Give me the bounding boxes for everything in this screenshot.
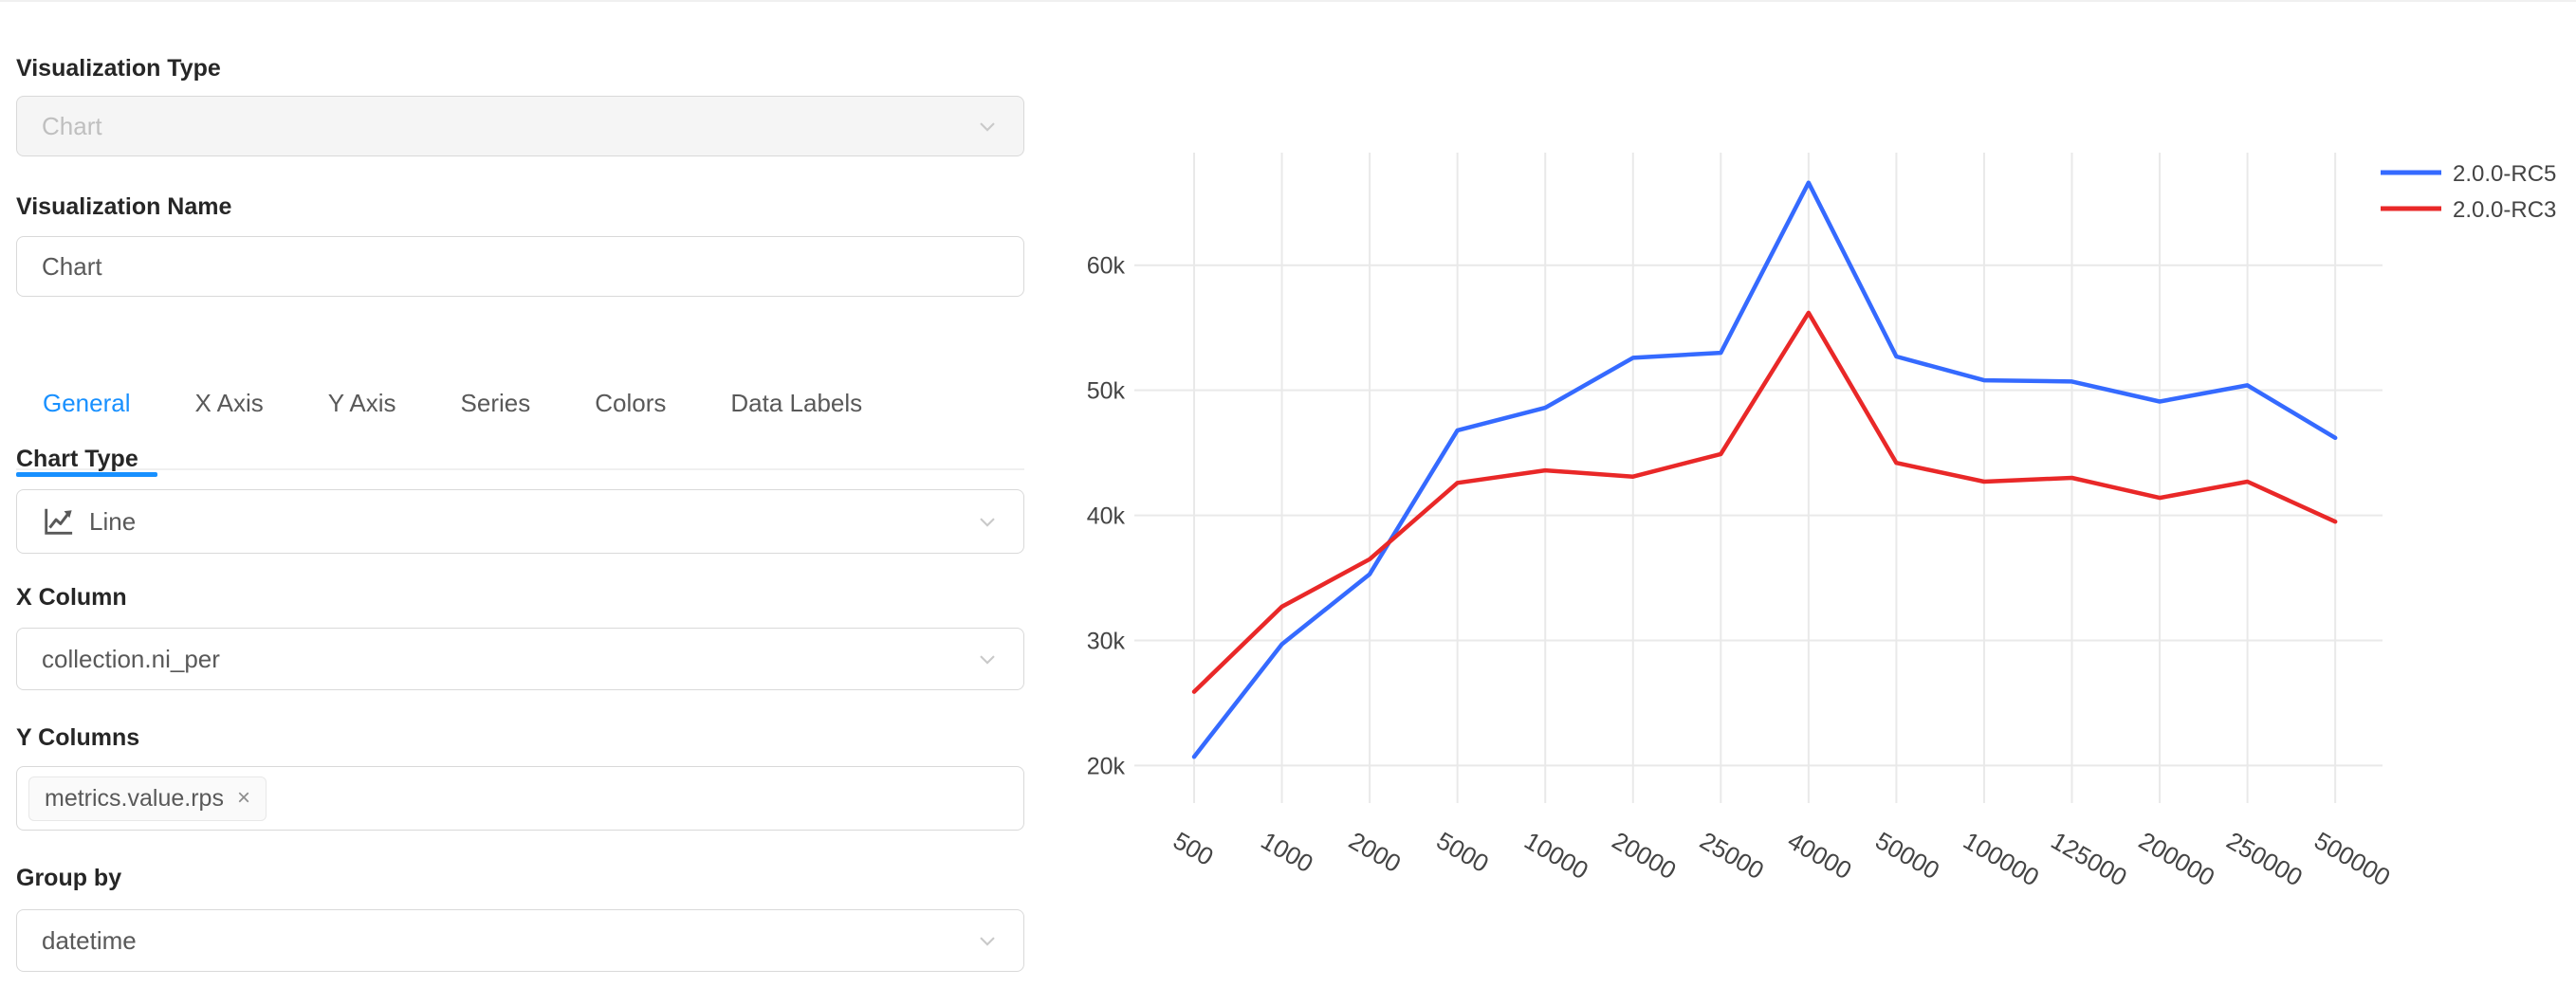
tab-colors-label: Colors (595, 388, 667, 417)
visualization-type-select[interactable]: Chart (16, 96, 1024, 156)
x-axis-tick-labels: 500 1000 2000 5000 10000 20000 25000 40000 50000… (1168, 826, 2395, 891)
x-tick-label: 1000 (1257, 826, 1318, 878)
tab-colors[interactable]: Colors (568, 344, 692, 475)
legend-label: 2.0.0-RC3 (2453, 197, 2556, 223)
tab-y-axis[interactable]: Y Axis (302, 344, 423, 475)
legend-label: 2.0.0-RC5 (2453, 161, 2556, 187)
tab-general-label: General (43, 388, 131, 417)
tab-data-labels[interactable]: Data Labels (704, 344, 889, 475)
y-columns-label: Y Columns (16, 724, 140, 751)
editor-tabs: General X Axis Y Axis Series Colors Data… (16, 351, 1024, 477)
tab-y-axis-label: Y Axis (327, 388, 396, 417)
series-line-2-0-0-rc5 (1191, 180, 2338, 759)
x-tick-label: 20000 (1608, 826, 1682, 885)
x-tick-label: 500 (1168, 826, 1219, 871)
y-columns-multiselect[interactable]: metrics.value.rps × (16, 766, 1024, 831)
x-column-label: X Column (16, 584, 127, 611)
visualization-name-label: Visualization Name (16, 193, 232, 220)
chart-type-value: Line (89, 506, 137, 536)
tab-series-label: Series (460, 388, 531, 417)
remove-tag-icon[interactable]: × (236, 785, 250, 811)
legend-item[interactable]: 2.0.0-RC3 (2381, 197, 2556, 223)
series-line-2-0-0-rc3 (1191, 310, 2338, 694)
chevron-down-icon (974, 646, 1001, 672)
chevron-down-icon (974, 927, 1001, 954)
x-column-value: collection.ni_per (42, 644, 220, 673)
y-tick-label: 60k (1087, 253, 1126, 280)
x-tick-label: 250000 (2222, 826, 2308, 891)
chevron-down-icon (974, 508, 1001, 535)
x-tick-label: 5000 (1432, 826, 1494, 878)
active-tab-indicator (16, 472, 157, 477)
tab-data-labels-label: Data Labels (730, 388, 863, 417)
x-column-select[interactable]: collection.ni_per (16, 628, 1024, 690)
tab-series[interactable]: Series (434, 344, 558, 475)
x-tick-label: 40000 (1783, 826, 1857, 885)
chart-plot-area[interactable] (1191, 180, 2338, 759)
group-by-label: Group by (16, 865, 122, 891)
x-tick-label: 50000 (1870, 826, 1944, 885)
x-tick-label: 500000 (2309, 826, 2395, 891)
line-chart-icon (42, 505, 74, 538)
x-tick-label: 25000 (1695, 826, 1769, 885)
chart-legend: 2.0.0-RC5 2.0.0-RC3 (2381, 161, 2556, 223)
visualization-type-label: Visualization Type (16, 55, 221, 82)
tab-general[interactable]: General (16, 344, 157, 477)
y-tick-label: 50k (1087, 378, 1126, 405)
y-column-tag-value: metrics.value.rps (45, 784, 224, 812)
group-by-select[interactable]: datetime (16, 909, 1024, 972)
tab-x-axis-label: X Axis (194, 388, 264, 417)
y-column-tag[interactable]: metrics.value.rps × (28, 776, 267, 821)
legend-item[interactable]: 2.0.0-RC5 (2381, 161, 2556, 187)
y-tick-label: 20k (1087, 753, 1126, 779)
chart-type-select[interactable]: Line (16, 489, 1024, 554)
visualization-type-value: Chart (42, 111, 102, 140)
x-tick-label: 100000 (1959, 826, 2044, 891)
y-tick-label: 30k (1087, 629, 1126, 655)
tab-x-axis[interactable]: X Axis (169, 344, 290, 475)
group-by-value: datetime (42, 925, 137, 955)
visualization-name-input[interactable] (16, 236, 1024, 297)
x-tick-label: 2000 (1344, 826, 1406, 878)
x-tick-label: 125000 (2047, 826, 2132, 891)
chevron-down-icon (974, 113, 1001, 139)
chart-type-label: Chart Type (16, 446, 138, 472)
chart-grid (1134, 153, 2383, 803)
y-tick-label: 40k (1087, 503, 1126, 530)
x-tick-label: 200000 (2134, 826, 2219, 891)
y-axis-tick-labels: 20k 30k 40k 50k 60k (1087, 253, 1126, 780)
x-tick-label: 10000 (1519, 826, 1593, 885)
